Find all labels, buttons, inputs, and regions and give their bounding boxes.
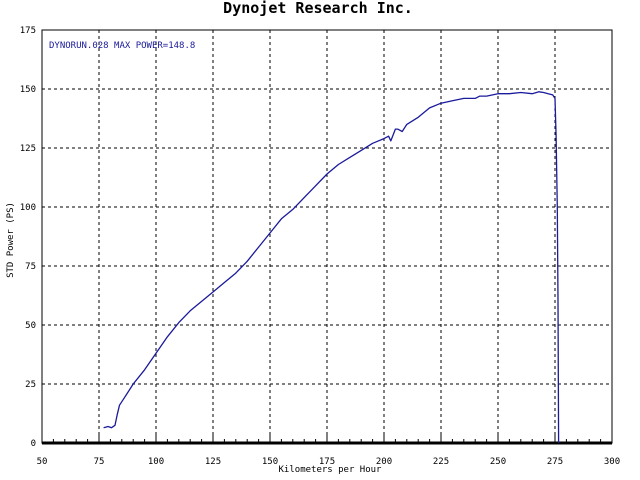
y-tick-label: 150: [20, 85, 36, 95]
x-tick-label: 175: [319, 457, 335, 467]
y-tick-label: 175: [20, 26, 36, 36]
grid: [42, 30, 612, 443]
series-layer: [103, 91, 560, 444]
x-tick-label: 225: [433, 457, 449, 467]
chart-title: Dynojet Research Inc.: [223, 0, 413, 17]
x-tick-label: 125: [205, 457, 221, 467]
y-tick-label: 100: [20, 203, 36, 213]
power-curve: [103, 91, 560, 444]
y-axis-ticks: 0 25 50 75 100 125 150 175: [20, 26, 36, 449]
y-tick-label: 25: [25, 380, 36, 390]
x-tick-label: 75: [94, 457, 105, 467]
y-axis-label: STD Power (PS): [6, 202, 16, 278]
x-axis-ticks: 50 75 100 125 150 175 200 225 250 275 300: [37, 435, 620, 467]
y-tick-label: 0: [31, 439, 36, 449]
run-annotation: DYNORUN.028 MAX POWER=148.8: [49, 41, 195, 51]
x-tick-label: 250: [490, 457, 506, 467]
x-tick-label: 150: [262, 457, 278, 467]
x-tick-label: 300: [604, 457, 620, 467]
x-tick-label: 200: [376, 457, 392, 467]
y-tick-label: 125: [20, 144, 36, 154]
x-tick-label: 50: [37, 457, 48, 467]
x-axis-label: Kilometers per Hour: [279, 465, 383, 475]
y-tick-label: 75: [25, 262, 36, 272]
y-tick-label: 50: [25, 321, 36, 331]
x-tick-label: 275: [547, 457, 563, 467]
x-tick-label: 100: [148, 457, 164, 467]
